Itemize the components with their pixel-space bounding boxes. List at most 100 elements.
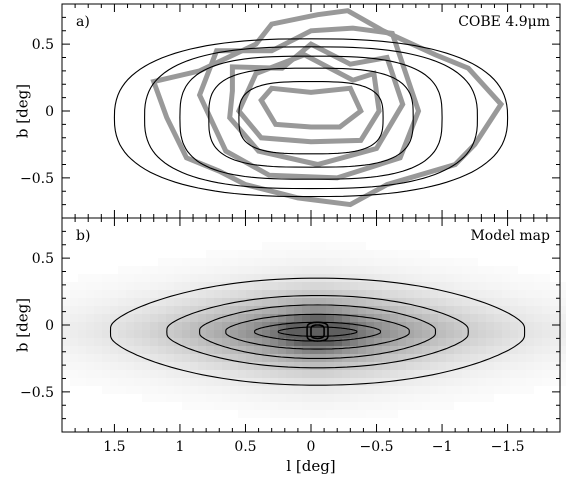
heatmap-cell (278, 338, 286, 346)
heatmap-cell (454, 378, 462, 386)
heatmap-cell (470, 330, 478, 338)
heatmap-cell (246, 322, 254, 330)
heatmap-cell (398, 394, 406, 402)
heatmap-cell (558, 338, 566, 346)
heatmap-cell (222, 306, 230, 314)
heatmap-cell (110, 322, 118, 330)
heatmap-cell (486, 274, 494, 282)
cobe-contour-2 (235, 52, 382, 145)
heatmap-cell (286, 242, 294, 250)
heatmap-cell (86, 330, 94, 338)
heatmap-cell (414, 370, 422, 378)
heatmap-cell (326, 242, 334, 250)
heatmap-cell (94, 346, 102, 354)
heatmap-cell (342, 298, 350, 306)
heatmap-cell (326, 346, 334, 354)
heatmap-cell (262, 402, 270, 410)
heatmap-cell (374, 346, 382, 354)
heatmap-cell (78, 298, 86, 306)
heatmap-cell (310, 242, 318, 250)
heatmap-cell (158, 274, 166, 282)
heatmap-cell (310, 370, 318, 378)
heatmap-cell (374, 266, 382, 274)
heatmap-cell (542, 346, 550, 354)
heatmap-cell (286, 298, 294, 306)
heatmap-cell (134, 354, 142, 362)
heatmap-cell (158, 354, 166, 362)
heatmap-cell (246, 266, 254, 274)
heatmap-cell (302, 266, 310, 274)
heatmap-cell (318, 394, 326, 402)
heatmap-cell (518, 330, 526, 338)
heatmap-cell (542, 330, 550, 338)
heatmap-cell (422, 250, 430, 258)
heatmap-cell (174, 378, 182, 386)
model-map-contour-4 (225, 313, 410, 350)
heatmap-cell (230, 394, 238, 402)
heatmap-cell (78, 274, 86, 282)
heatmap-cell (94, 314, 102, 322)
heatmap-cell (126, 266, 134, 274)
heatmap-cell (406, 290, 414, 298)
heatmap-cell (142, 314, 150, 322)
heatmap-cell (534, 314, 542, 322)
heatmap-cell (414, 338, 422, 346)
heatmap-cell (102, 378, 110, 386)
heatmap-cell (366, 306, 374, 314)
heatmap-cell (142, 386, 150, 394)
heatmap-cell (78, 338, 86, 346)
heatmap-cell (214, 306, 222, 314)
heatmap-cell (230, 330, 238, 338)
x-tick-label: 0.5 (234, 439, 256, 455)
heatmap-cell (318, 338, 326, 346)
heatmap-cell (254, 354, 262, 362)
heatmap-cell (214, 266, 222, 274)
heatmap-cell (206, 386, 214, 394)
heatmap-cell (486, 394, 494, 402)
heatmap-cell (350, 242, 358, 250)
heatmap-cell (390, 410, 398, 418)
heatmap-cell (270, 322, 278, 330)
heatmap-cell (326, 290, 334, 298)
heatmap-cell (414, 386, 422, 394)
heatmap-cell (422, 290, 430, 298)
heatmap-cell (398, 266, 406, 274)
heatmap-cell (238, 250, 246, 258)
heatmap-cell (174, 370, 182, 378)
heatmap-cell (374, 362, 382, 370)
heatmap-cell (174, 266, 182, 274)
heatmap-cell (254, 306, 262, 314)
heatmap-cell (390, 402, 398, 410)
heatmap-cell (438, 314, 446, 322)
heatmap-cell (446, 330, 454, 338)
heatmap-cell (214, 362, 222, 370)
heatmap-cell (454, 298, 462, 306)
heatmap-cell (102, 338, 110, 346)
heatmap-cell (542, 370, 550, 378)
heatmap-cell (102, 362, 110, 370)
heatmap-cell (190, 314, 198, 322)
heatmap-cell (470, 290, 478, 298)
heatmap-cell (470, 282, 478, 290)
heatmap-cell (558, 346, 566, 354)
heatmap-cell (494, 386, 502, 394)
heatmap-cell (62, 370, 70, 378)
heatmap-cell (310, 338, 318, 346)
heatmap-cell (126, 274, 134, 282)
heatmap-cell (422, 362, 430, 370)
heatmap-cell (158, 266, 166, 274)
heatmap-cell (150, 306, 158, 314)
heatmap-cell (398, 274, 406, 282)
heatmap-cell (398, 298, 406, 306)
heatmap-cell (462, 346, 470, 354)
heatmap-cell (542, 290, 550, 298)
plot-frame (61, 3, 561, 219)
heatmap-cell (230, 370, 238, 378)
heatmap-cell (118, 330, 126, 338)
heatmap-cell (158, 298, 166, 306)
heatmap-cell (238, 354, 246, 362)
heatmap-cell (278, 386, 286, 394)
heatmap-cell (398, 386, 406, 394)
heatmap-cell (494, 346, 502, 354)
heatmap-cell (70, 322, 78, 330)
